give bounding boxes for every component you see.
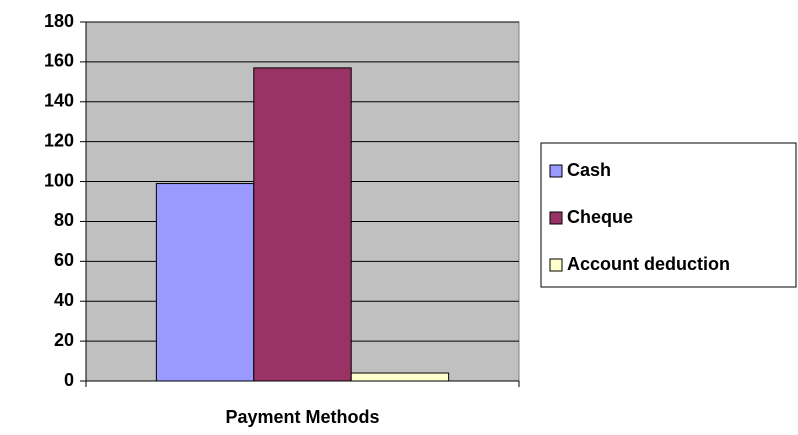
bar bbox=[155, 183, 255, 382]
bar bbox=[253, 67, 352, 382]
y-tick-label: 40 bbox=[54, 290, 74, 310]
y-tick-label: 140 bbox=[44, 91, 74, 111]
legend-label: Account deduction bbox=[567, 254, 730, 274]
legend-label: Cheque bbox=[567, 207, 633, 227]
legend-swatch bbox=[549, 258, 563, 272]
legend-box bbox=[540, 142, 797, 288]
y-tick-label: 60 bbox=[54, 250, 74, 270]
bar bbox=[350, 372, 450, 382]
y-tick-label: 160 bbox=[44, 51, 74, 71]
x-tick-label: Payment Methods bbox=[225, 407, 379, 427]
legend-label: Cash bbox=[567, 160, 611, 180]
y-tick-label: 80 bbox=[54, 210, 74, 230]
y-tick-label: 100 bbox=[44, 170, 74, 190]
legend-swatch bbox=[549, 164, 563, 178]
y-tick-label: 20 bbox=[54, 330, 74, 350]
legend-swatch bbox=[549, 211, 563, 225]
y-tick-label: 180 bbox=[44, 11, 74, 31]
y-tick-label: 0 bbox=[64, 370, 74, 390]
y-tick-label: 120 bbox=[44, 130, 74, 150]
